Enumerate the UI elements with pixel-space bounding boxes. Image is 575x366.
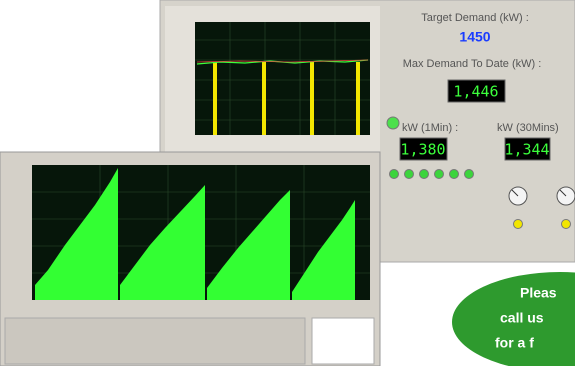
callout-line: call us xyxy=(500,310,544,326)
status-led xyxy=(386,116,400,130)
main-chart-area xyxy=(35,168,355,300)
knobs xyxy=(508,186,575,229)
controls-area xyxy=(4,317,306,365)
thirty-min-value: 1,344 xyxy=(504,141,549,159)
one-min-display xyxy=(399,137,448,161)
max-display xyxy=(447,79,506,103)
target-value: 1450 xyxy=(459,29,490,45)
one-min-label: kW (1Min) : xyxy=(402,122,458,134)
thirty-min-display xyxy=(504,137,551,161)
max-label: Max Demand To Date (kW) : xyxy=(403,58,542,70)
max-value: 1,446 xyxy=(453,83,498,101)
led-row xyxy=(389,169,474,179)
top-chart-plot xyxy=(195,22,370,135)
legend-box xyxy=(311,317,375,365)
callout-bubble xyxy=(452,272,575,366)
thirty-min-label: kW (30Mins) xyxy=(497,122,559,134)
top-chart-bars xyxy=(213,62,360,135)
callout-line: for a f xyxy=(495,335,534,351)
callout-line: Pleas xyxy=(520,285,557,301)
one-min-value: 1,380 xyxy=(400,141,445,159)
top-chart-line xyxy=(196,59,369,63)
target-label: Target Demand (kW) : xyxy=(421,12,529,24)
